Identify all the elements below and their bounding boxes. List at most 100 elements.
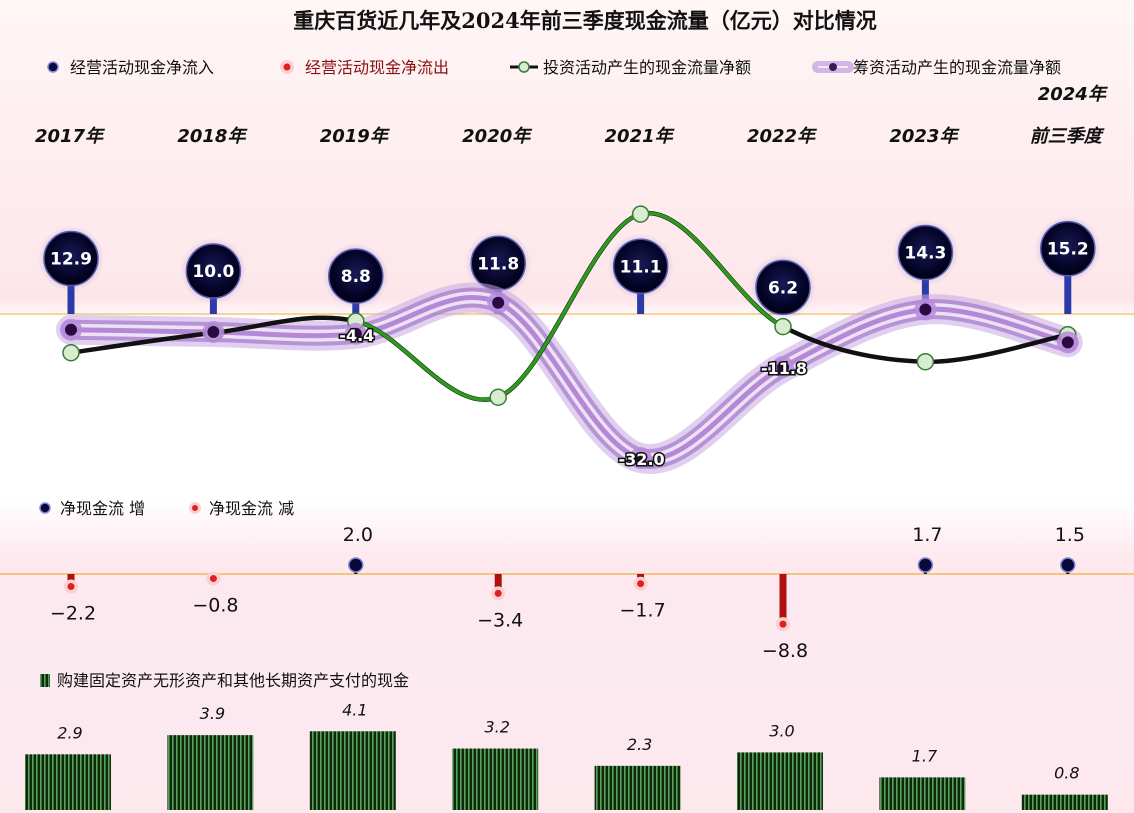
financing-value-label: -11.8 [761, 359, 807, 378]
investing-point [774, 317, 792, 336]
financing-value-label: -32.0 [619, 450, 665, 469]
financing-labels: -4.4 -32.0 -11.8 [338, 324, 809, 470]
net-decrease-point [67, 583, 75, 591]
operating-value-label: 11.1 [620, 257, 662, 277]
operating-value-label: 10.0 [192, 262, 234, 282]
investing-line-segment [355, 319, 499, 402]
category-label: 2023年 [889, 126, 960, 147]
net-increase-point [348, 557, 364, 573]
net-increase-point [917, 557, 934, 573]
investing-line-segment [497, 212, 642, 399]
legend-operating-in-label: 经营活动现金净流入 [70, 58, 214, 77]
capex-bar [309, 731, 396, 810]
net-value-label: 2.0 [343, 524, 373, 546]
legend-financing: 筹资活动产生的现金流量净额 [812, 58, 1061, 77]
net-value-label: −0.8 [192, 595, 238, 617]
financing-point [349, 327, 362, 340]
capex-series: 2.9 3.9 4.1 3.2 2.3 3.0 1.7 0.8 [25, 700, 1108, 810]
operating-value-label: 6.2 [768, 278, 798, 298]
capex-value-label: 4.1 [342, 700, 367, 719]
financing-point [777, 361, 789, 374]
capex-bar [594, 765, 681, 810]
capex-bar [737, 752, 823, 810]
financing-point [207, 326, 220, 338]
category-label: 前三季度 [1030, 126, 1105, 147]
legend-capex: 购建固定资产无形资产和其他长期资产支付的现金 [40, 671, 409, 690]
capex-bar [1021, 794, 1108, 810]
operating-bubble [897, 224, 954, 281]
operating-value-label: 8.8 [341, 267, 371, 287]
net-value-label: 1.5 [1055, 524, 1085, 546]
legend-investing-label: 投资活动产生的现金流量净额 [543, 58, 751, 77]
legend-net-decrease: 净现金流 减 [189, 499, 294, 518]
investing-line-segment [640, 211, 784, 329]
category-label: 2020年 [462, 126, 533, 147]
financing-points [60, 291, 1079, 469]
legend-operating-out: 经营活动现金净流出 [280, 58, 449, 77]
legend-investing: 投资活动产生的现金流量净额 [510, 58, 751, 77]
capex-bar [452, 748, 539, 810]
legend-net-decrease-label: 净现金流 减 [209, 499, 294, 518]
investing-point [489, 388, 507, 406]
operating-value-label: 14.3 [904, 244, 946, 264]
capex-value-label: 2.3 [627, 735, 652, 754]
category-label: 2017年 [35, 126, 106, 147]
category-labels: 2017年 2018年 2019年 2020年 2021年 2022年 2023年 2024年… [35, 84, 1109, 147]
net-increase-point [1060, 557, 1076, 573]
capex-bar [879, 777, 966, 810]
legend-net-increase: 净现金流 增 [39, 499, 145, 518]
capex-value-label: 2.9 [57, 723, 82, 742]
legend-financing-label: 筹资活动产生的现金流量净额 [853, 58, 1061, 77]
chart-title: 重庆百货近几年及2024年前三季度现金流量（亿元）对比情况 [293, 8, 876, 33]
financing-point [634, 452, 647, 464]
capex-value-label: 1.7 [912, 746, 938, 765]
operating-bubbles: 12.9 10.0 8.8 11.8 11.1 6.2 14.3 15.2 [38, 215, 1101, 321]
investing-series [62, 205, 1077, 406]
category-label-top: 2024年 [1038, 84, 1109, 105]
net-value-label: −1.7 [620, 600, 666, 622]
net-value-label: −2.2 [50, 603, 96, 625]
net-value-label: 1.7 [912, 524, 942, 546]
legend-capex-label: 购建固定资产无形资产和其他长期资产支付的现金 [57, 671, 409, 690]
net-value-label: −3.4 [477, 609, 523, 631]
net-cash-flow-series: −2.2 −0.8 2.0 −3.4 −1.7 −8.8 1.7 1.5 [50, 524, 1085, 662]
category-label: 2018年 [177, 126, 248, 147]
category-label: 2021年 [605, 126, 676, 147]
operating-bubble [612, 238, 669, 295]
net-decrease-point [637, 580, 645, 588]
capex-value-label: 3.9 [200, 704, 225, 723]
operating-bubble [755, 259, 811, 316]
financing-series [56, 282, 1083, 474]
capex-value-label: 0.8 [1054, 764, 1079, 783]
capex-bar [25, 754, 111, 810]
legend-net-increase-label: 净现金流 增 [60, 499, 145, 518]
net-decrease-point [494, 589, 502, 597]
capex-value-label: 3.2 [484, 718, 509, 737]
net-value-label: −8.8 [762, 640, 808, 662]
financing-point [919, 303, 932, 316]
financing-point [1061, 336, 1074, 349]
net-decrease-point [209, 575, 217, 583]
financing-point [65, 323, 77, 336]
net-decrease-point [779, 620, 787, 628]
financing-point [492, 296, 505, 309]
operating-bubble [43, 230, 99, 287]
operating-value-label: 15.2 [1047, 240, 1089, 260]
operating-bubble [1040, 220, 1096, 277]
category-label: 2019年 [320, 126, 391, 147]
operating-value-label: 12.9 [50, 250, 92, 270]
legend-operating-in: 经营活动现金净流入 [47, 58, 214, 77]
operating-bubble [185, 243, 242, 299]
investing-point [916, 352, 935, 371]
category-label: 2022年 [747, 126, 818, 147]
investing-point [62, 343, 80, 362]
operating-value-label: 11.8 [477, 254, 519, 274]
financing-value-label: -4.4 [339, 326, 374, 345]
operating-bubble [328, 248, 384, 304]
legend-operating-out-label: 经营活动现金净流出 [305, 58, 449, 77]
financing-line [68, 295, 1071, 462]
capex-bar [167, 735, 254, 810]
investing-point [631, 205, 650, 223]
